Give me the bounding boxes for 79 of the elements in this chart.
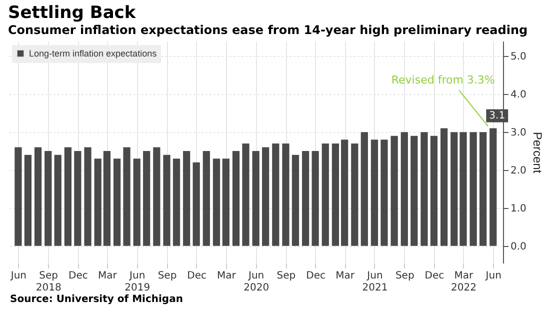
bar bbox=[400, 132, 408, 246]
bar bbox=[262, 147, 270, 246]
annotation: Revised from 3.3% bbox=[391, 73, 495, 86]
x-tick-label: Sep 2018 bbox=[36, 270, 62, 294]
bar bbox=[84, 147, 92, 246]
y-tick-label: 1.0 bbox=[510, 203, 526, 214]
bar bbox=[222, 158, 230, 246]
bar bbox=[252, 151, 260, 246]
x-tick-label: Sep bbox=[395, 270, 414, 282]
x-tick-label: Mar bbox=[336, 270, 356, 282]
bar bbox=[232, 151, 240, 246]
x-tick-label: Jun bbox=[484, 270, 502, 282]
bar bbox=[242, 143, 250, 246]
bar bbox=[430, 136, 438, 246]
x-tick-label: Mar bbox=[216, 270, 237, 282]
bar bbox=[103, 151, 111, 246]
bar bbox=[44, 151, 52, 246]
bar bbox=[490, 128, 497, 246]
x-tick-label: Jun bbox=[10, 270, 27, 282]
data-label: 3.1 bbox=[489, 110, 506, 122]
bar bbox=[64, 147, 72, 246]
bar bbox=[14, 147, 22, 246]
bar bbox=[183, 151, 190, 246]
x-tick-label: Dec bbox=[306, 270, 326, 282]
bar bbox=[123, 147, 130, 246]
bar bbox=[143, 151, 150, 246]
bar bbox=[74, 151, 82, 246]
y-tick-label: 0.0 bbox=[510, 241, 526, 252]
bar bbox=[163, 154, 170, 246]
y-tick-label: 4.0 bbox=[510, 90, 526, 101]
y-tick-label: 5.0 bbox=[510, 52, 526, 63]
bar bbox=[54, 154, 62, 246]
bar bbox=[172, 158, 180, 246]
x-tick-label: Mar 2022 bbox=[450, 270, 476, 294]
chart-subtitle: Consumer inflation expectations ease from 14-year high preliminary reading bbox=[8, 23, 528, 37]
bar bbox=[94, 158, 102, 246]
x-tick-label: Sep bbox=[158, 270, 177, 282]
bar bbox=[34, 147, 42, 246]
y-tick-label: 2.0 bbox=[510, 166, 526, 177]
bar bbox=[370, 140, 378, 246]
bar bbox=[153, 147, 160, 246]
bar bbox=[212, 158, 220, 246]
bar bbox=[440, 128, 448, 246]
x-tick-label: Dec bbox=[424, 270, 444, 282]
source-note: Source: University of Michigan bbox=[10, 294, 183, 305]
legend-label: Long-term inflation expectations bbox=[29, 48, 158, 58]
bar bbox=[302, 151, 310, 246]
bar bbox=[202, 151, 210, 246]
bar bbox=[470, 132, 477, 246]
bar bbox=[312, 151, 319, 246]
bar bbox=[460, 132, 467, 246]
bar bbox=[292, 154, 300, 246]
x-tick-label: Dec bbox=[187, 270, 207, 282]
bar bbox=[410, 136, 418, 246]
bar bbox=[282, 143, 290, 246]
bar bbox=[360, 132, 368, 246]
x-tick-label: Sep bbox=[276, 270, 296, 282]
bar bbox=[420, 132, 428, 246]
bar bbox=[341, 140, 348, 246]
bar bbox=[322, 143, 329, 246]
bar bbox=[332, 143, 340, 246]
y-tick-label: 3.0 bbox=[510, 128, 526, 139]
x-tick-label: Jun 2021 bbox=[362, 270, 388, 294]
bar bbox=[390, 136, 398, 246]
bar bbox=[24, 154, 32, 246]
x-tick-label: Jun 2019 bbox=[124, 270, 150, 294]
x-tick-label: Jun 2020 bbox=[244, 270, 270, 294]
bar bbox=[479, 132, 487, 246]
bar bbox=[380, 140, 388, 246]
bar bbox=[450, 132, 458, 246]
bar bbox=[113, 158, 121, 246]
x-tick-label: Mar bbox=[98, 270, 118, 282]
chart-title: Settling Back bbox=[8, 3, 136, 23]
x-tick-label: Dec bbox=[68, 270, 88, 282]
y-axis-title: Percent bbox=[530, 132, 544, 174]
bar bbox=[192, 162, 200, 246]
bar bbox=[351, 143, 358, 246]
bar bbox=[133, 158, 140, 246]
bar bbox=[272, 143, 280, 246]
